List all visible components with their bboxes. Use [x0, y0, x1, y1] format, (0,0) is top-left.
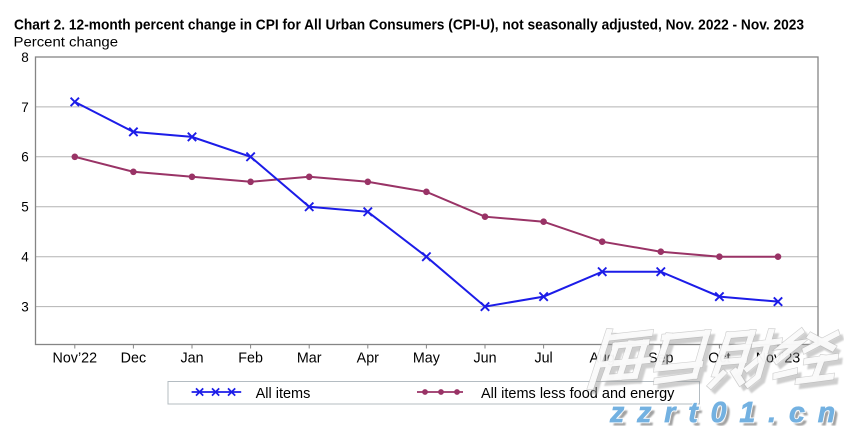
- svg-text:Jan: Jan: [180, 350, 203, 366]
- svg-text:3: 3: [21, 300, 29, 315]
- svg-text:Feb: Feb: [238, 350, 263, 366]
- svg-text:All items less food and energy: All items less food and energy: [481, 386, 675, 402]
- svg-text:All items: All items: [256, 386, 311, 402]
- svg-text:6: 6: [21, 150, 29, 165]
- svg-text:May: May: [413, 350, 441, 366]
- svg-text:5: 5: [21, 200, 29, 215]
- svg-text:Jun: Jun: [473, 350, 496, 366]
- svg-text:Nov’22: Nov’22: [53, 350, 98, 366]
- svg-text:zzrt01.cn: zzrt01.cn: [609, 397, 844, 426]
- svg-text:4: 4: [21, 250, 29, 265]
- svg-text:Dec: Dec: [121, 350, 146, 366]
- svg-text:8: 8: [21, 50, 29, 65]
- svg-text:zzrt01.cn: zzrt01.cn: [609, 397, 844, 426]
- svg-text:Percent change: Percent change: [14, 34, 119, 50]
- svg-text:zzrt01.cn: zzrt01.cn: [613, 400, 844, 426]
- svg-text:Mar: Mar: [297, 350, 322, 366]
- svg-text:Chart 2. 12-month percent chan: Chart 2. 12-month percent change in CPI …: [14, 18, 804, 34]
- svg-text:Jul: Jul: [534, 350, 552, 366]
- svg-text:7: 7: [21, 100, 29, 115]
- svg-text:Apr: Apr: [357, 350, 379, 366]
